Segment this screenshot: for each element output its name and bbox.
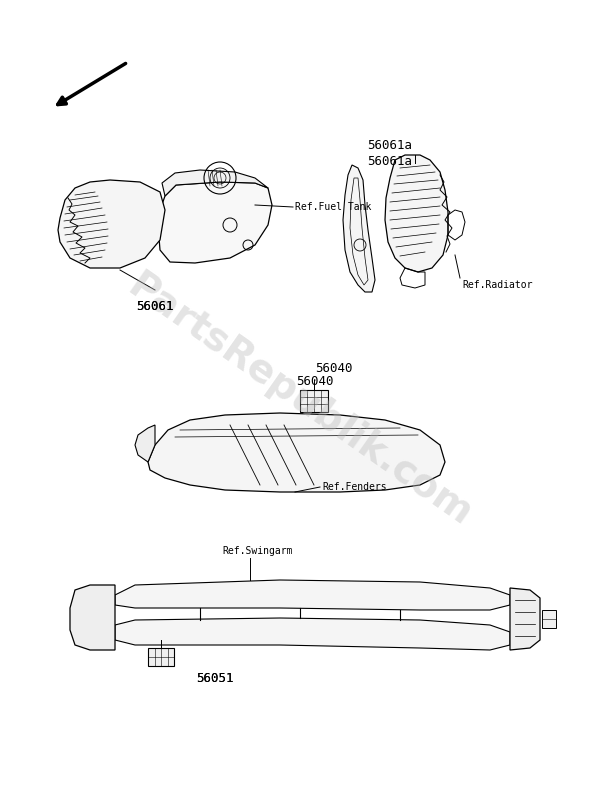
Bar [300, 390, 328, 412]
Text: 56061: 56061 [136, 300, 174, 313]
Polygon shape [510, 588, 540, 650]
Polygon shape [162, 170, 268, 196]
Text: 56051: 56051 [196, 672, 234, 685]
Text: 56061a: 56061a [367, 139, 413, 152]
Text: 56061: 56061 [136, 300, 174, 313]
Text: PartsRepublik.com: PartsRepublik.com [121, 266, 479, 534]
Bar [148, 648, 174, 666]
Text: 56040: 56040 [315, 362, 353, 375]
Text: 56040: 56040 [296, 375, 334, 388]
Polygon shape [58, 180, 165, 268]
Polygon shape [115, 580, 510, 610]
Text: 56051: 56051 [196, 672, 234, 685]
Polygon shape [70, 585, 115, 650]
Polygon shape [115, 618, 510, 650]
Polygon shape [135, 425, 155, 462]
Polygon shape [148, 413, 445, 492]
Text: 56061a: 56061a [367, 155, 413, 168]
Polygon shape [385, 155, 448, 272]
Text: Ref.Fuel Tank: Ref.Fuel Tank [295, 202, 371, 212]
Bar [542, 610, 556, 628]
Polygon shape [158, 182, 272, 263]
Text: Ref.Radiator: Ref.Radiator [462, 280, 533, 290]
Text: Ref.Fenders: Ref.Fenders [322, 482, 386, 492]
Polygon shape [343, 165, 375, 292]
Text: Ref.Swingarm: Ref.Swingarm [222, 546, 293, 556]
